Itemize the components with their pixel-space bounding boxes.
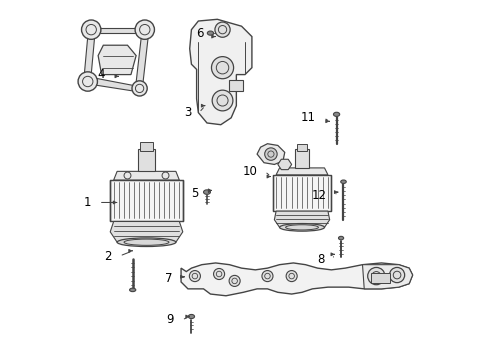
Bar <box>371 273 390 283</box>
Ellipse shape <box>280 224 324 231</box>
Text: 2: 2 <box>104 249 112 262</box>
Ellipse shape <box>188 314 195 319</box>
Text: 9: 9 <box>167 314 174 327</box>
Polygon shape <box>136 37 148 82</box>
Bar <box>295 149 309 168</box>
Bar <box>140 142 153 150</box>
Bar <box>297 144 307 150</box>
Ellipse shape <box>117 238 176 247</box>
Text: 8: 8 <box>317 253 324 266</box>
Ellipse shape <box>207 31 214 35</box>
Bar <box>138 149 155 171</box>
Circle shape <box>368 267 385 285</box>
Circle shape <box>229 275 240 287</box>
Circle shape <box>81 20 101 39</box>
Text: 11: 11 <box>301 111 316 124</box>
Text: 10: 10 <box>242 165 257 178</box>
Polygon shape <box>98 45 136 75</box>
Circle shape <box>212 90 233 111</box>
Text: 7: 7 <box>165 272 172 285</box>
Ellipse shape <box>129 288 136 292</box>
Polygon shape <box>181 263 413 296</box>
Polygon shape <box>278 159 292 170</box>
Bar <box>229 80 243 91</box>
Polygon shape <box>84 37 95 75</box>
Ellipse shape <box>334 112 340 116</box>
Text: 5: 5 <box>191 187 198 200</box>
Circle shape <box>390 267 405 283</box>
Circle shape <box>286 271 297 282</box>
Text: 4: 4 <box>98 68 105 81</box>
Polygon shape <box>272 175 331 211</box>
Circle shape <box>135 20 154 39</box>
Polygon shape <box>363 265 413 289</box>
Circle shape <box>262 271 273 282</box>
Polygon shape <box>257 144 285 165</box>
Polygon shape <box>276 168 328 175</box>
Text: 12: 12 <box>311 189 326 202</box>
Text: 3: 3 <box>184 106 192 119</box>
Circle shape <box>214 269 224 279</box>
Text: 1: 1 <box>84 196 91 209</box>
Polygon shape <box>95 78 134 91</box>
Circle shape <box>265 148 277 160</box>
Circle shape <box>78 72 98 91</box>
Circle shape <box>215 22 230 37</box>
Ellipse shape <box>341 180 346 184</box>
Polygon shape <box>190 19 252 125</box>
Ellipse shape <box>339 236 343 240</box>
Circle shape <box>132 81 147 96</box>
Circle shape <box>189 271 200 282</box>
Circle shape <box>212 57 234 79</box>
Ellipse shape <box>203 190 210 194</box>
Polygon shape <box>274 211 330 228</box>
Polygon shape <box>110 221 183 242</box>
Polygon shape <box>100 28 136 33</box>
Polygon shape <box>114 171 179 180</box>
Text: 6: 6 <box>196 27 203 40</box>
Polygon shape <box>110 180 183 221</box>
